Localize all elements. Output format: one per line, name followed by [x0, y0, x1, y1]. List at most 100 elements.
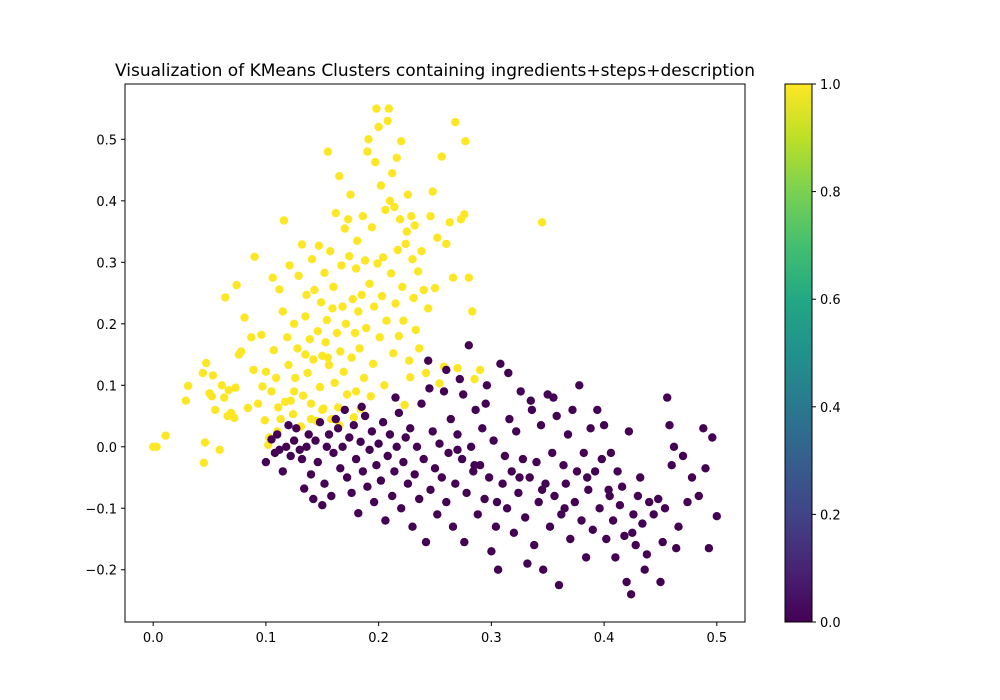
- cluster-0-point: [401, 433, 410, 442]
- cluster-1-point: [375, 333, 384, 342]
- cluster-1-point: [208, 371, 218, 380]
- cluster-0-point: [374, 439, 383, 448]
- cluster-0-point: [504, 368, 513, 378]
- cluster-1-point: [329, 282, 338, 292]
- cluster-0-point: [349, 421, 358, 430]
- cluster-0-point: [415, 494, 424, 504]
- cluster-0-point: [295, 445, 304, 454]
- cluster-0-point: [446, 414, 455, 424]
- cluster-1-point: [470, 374, 479, 384]
- cluster-1-point: [315, 382, 325, 392]
- cluster-1-point: [279, 216, 289, 225]
- cluster-1-point: [338, 302, 347, 311]
- cluster-0-point: [687, 473, 697, 482]
- cluster-0-point: [338, 442, 347, 451]
- cluster-1-point: [330, 378, 339, 387]
- cluster-1-point: [268, 273, 277, 282]
- cluster-1-point: [240, 313, 249, 322]
- cluster-1-point: [257, 330, 266, 340]
- cluster-1-point: [344, 215, 353, 224]
- cluster-1-point: [395, 215, 405, 224]
- cluster-1-point: [322, 315, 331, 325]
- cluster-1-point: [392, 153, 401, 162]
- cluster-0-point: [448, 522, 458, 531]
- cluster-0-point: [261, 457, 271, 467]
- cluster-0-point: [658, 537, 667, 547]
- cluster-1-point: [200, 438, 210, 447]
- cluster-1-point: [366, 392, 375, 401]
- cluster-1-point: [349, 413, 358, 422]
- cluster-1-point: [397, 137, 406, 146]
- cluster-0-point: [388, 491, 397, 501]
- cluster-0-point: [572, 467, 582, 476]
- cluster-1-point: [289, 387, 299, 396]
- cluster-0-point: [654, 494, 663, 504]
- cluster-0-point: [453, 430, 462, 439]
- cluster-0-point: [645, 497, 654, 507]
- cluster-0-point: [466, 442, 476, 451]
- cluster-0-point: [356, 437, 365, 446]
- cluster-1-point: [309, 355, 318, 364]
- cluster-0-point: [640, 565, 649, 574]
- cluster-1-point: [374, 122, 383, 132]
- cluster-0-point: [674, 522, 683, 531]
- cluster-1-point: [335, 172, 344, 181]
- cluster-0-point: [633, 491, 643, 501]
- cluster-1-point: [215, 445, 224, 454]
- cluster-1-point: [285, 261, 294, 270]
- cluster-0-point: [593, 405, 602, 415]
- cluster-0-point: [712, 512, 721, 521]
- cluster-1-point: [391, 299, 400, 308]
- cluster-0-point: [701, 464, 710, 473]
- cluster-1-point: [318, 405, 327, 415]
- cluster-0-point: [437, 473, 446, 482]
- cluster-0-point: [351, 454, 361, 464]
- cluster-0-point: [369, 497, 379, 507]
- cluster-0-point: [360, 411, 370, 421]
- cluster-1-point: [433, 233, 442, 242]
- cluster-0-point: [518, 454, 528, 464]
- cluster-1-point: [362, 323, 371, 333]
- cluster-0-point: [530, 540, 539, 550]
- cluster-0-point: [617, 482, 627, 491]
- cluster-0-point: [560, 504, 569, 513]
- cluster-0-point: [624, 427, 634, 436]
- cluster-0-point: [509, 528, 519, 537]
- cluster-1-point: [249, 365, 258, 375]
- cluster-0-point: [480, 494, 489, 504]
- colorbar-tick-label: 1.0: [820, 78, 841, 93]
- cluster-1-point: [475, 365, 485, 375]
- cluster-0-point: [406, 424, 415, 433]
- cluster-1-point: [294, 271, 303, 280]
- cluster-1-point: [324, 360, 334, 370]
- cluster-0-point: [663, 393, 672, 402]
- cluster-1-point: [260, 416, 269, 425]
- cluster-1-point: [428, 187, 437, 196]
- cluster-1-point: [269, 346, 278, 355]
- cluster-1-point: [284, 360, 293, 370]
- cluster-1-point: [464, 273, 473, 282]
- cluster-0-point: [597, 454, 606, 464]
- cluster-1-point: [161, 431, 170, 440]
- cluster-1-point: [376, 181, 386, 190]
- colorbar-tick-label: 0.4: [820, 401, 841, 416]
- cluster-0-point: [442, 365, 451, 375]
- cluster-0-point: [453, 445, 462, 454]
- cluster-0-point: [516, 387, 525, 396]
- cluster-1-point: [253, 399, 263, 408]
- cluster-0-point: [430, 464, 440, 473]
- cluster-0-point: [541, 479, 550, 488]
- cluster-0-point: [318, 501, 327, 510]
- cluster-1-point: [211, 405, 220, 415]
- cluster-0-point: [487, 547, 496, 556]
- cluster-0-point: [526, 396, 535, 405]
- cluster-1-point: [380, 381, 389, 390]
- cluster-0-point: [399, 457, 408, 467]
- cluster-0-point: [579, 448, 588, 458]
- cluster-1-point: [307, 255, 317, 264]
- cluster-1-point: [468, 307, 477, 316]
- cluster-1-point: [421, 368, 431, 378]
- cluster-0-point: [539, 565, 548, 574]
- cluster-0-point: [462, 488, 471, 498]
- cluster-0-point: [376, 476, 386, 485]
